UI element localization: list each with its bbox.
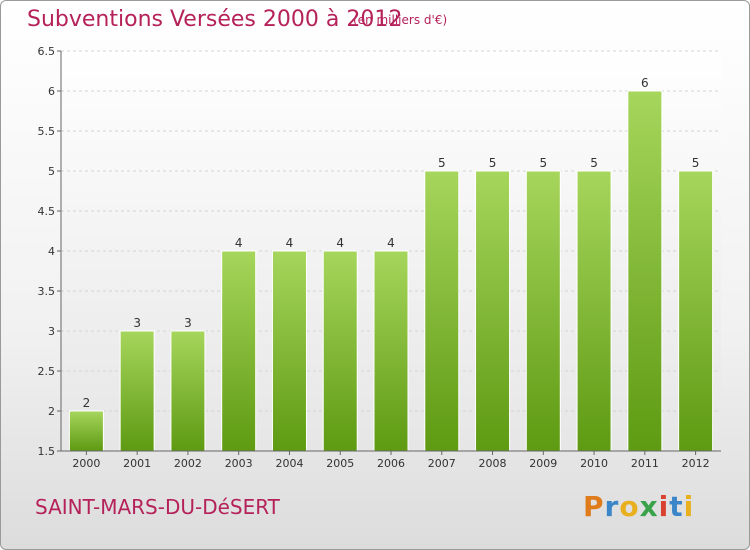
bar-2008 [475, 170, 511, 452]
x-tick-label-2012: 2012 [682, 457, 710, 470]
x-tick-label-2008: 2008 [479, 457, 507, 470]
y-tick-label: 5 [48, 165, 55, 178]
data-label-2008: 5 [489, 156, 497, 170]
y-axis-labels: 1.5 2 2.5 3 3.5 4 4.5 5 5.5 6 6.5 [38, 45, 61, 458]
bar-2012 [678, 170, 714, 452]
bar-2010 [576, 170, 612, 452]
x-tick-label-2009: 2009 [529, 457, 557, 470]
chart-unit: (en milliers d'€) [353, 13, 448, 27]
x-tick-label-2007: 2007 [428, 457, 456, 470]
x-tick-label-2010: 2010 [580, 457, 608, 470]
data-label-2006: 4 [387, 236, 395, 250]
logo-letter: t [669, 490, 684, 523]
data-label-2003: 4 [235, 236, 243, 250]
bar-2000 [68, 410, 104, 452]
data-label-2004: 4 [286, 236, 294, 250]
data-label-2012: 5 [692, 156, 700, 170]
data-label-2005: 4 [336, 236, 344, 250]
logo-letter: i [683, 490, 695, 523]
bar-2002 [170, 330, 206, 452]
y-tick-label: 2.5 [38, 365, 56, 378]
logo-letter: x [639, 490, 659, 523]
y-tick-label: 3 [48, 325, 55, 338]
bar-2003 [221, 250, 257, 452]
x-tick-label-2002: 2002 [174, 457, 202, 470]
x-tick-label-2005: 2005 [326, 457, 354, 470]
proxiti-logo[interactable]: Proxiti [583, 490, 694, 523]
bar-2004 [271, 250, 307, 452]
y-tick-label: 6.5 [38, 45, 56, 58]
x-tick-label-2006: 2006 [377, 457, 405, 470]
y-tick-label: 1.5 [38, 445, 56, 458]
logo-letter: r [604, 490, 620, 523]
x-tick-label-2004: 2004 [275, 457, 303, 470]
logo-letter: i [658, 490, 670, 523]
bar-2007 [424, 170, 460, 452]
chart-title: Subventions Versées 2000 à 2012 [27, 7, 403, 32]
bar-2009 [525, 170, 561, 452]
x-tick-label-2011: 2011 [631, 457, 659, 470]
x-tick-label-2003: 2003 [225, 457, 253, 470]
x-tick-label-2001: 2001 [123, 457, 151, 470]
y-tick-label: 6 [48, 85, 55, 98]
data-label-2009: 5 [539, 156, 547, 170]
data-label-2001: 3 [133, 316, 141, 330]
y-tick-label: 5.5 [38, 125, 56, 138]
y-tick-label: 4 [48, 245, 55, 258]
data-label-2010: 5 [590, 156, 598, 170]
x-axis-labels: 2000 2001 2002 2003 2004 2005 2006 2007 2008 2009… [72, 451, 710, 470]
bar-2001 [119, 330, 155, 452]
logo-letter: P [583, 490, 605, 523]
data-label-2002: 3 [184, 316, 192, 330]
y-tick-label: 3.5 [38, 285, 56, 298]
data-label-2011: 6 [641, 76, 649, 90]
data-label-2007: 5 [438, 156, 446, 170]
x-tick-label-2000: 2000 [72, 457, 100, 470]
bars: 2 3 3 4 4 4 4 5 5 5 5 6 5 [68, 76, 714, 452]
data-label-2000: 2 [83, 396, 91, 410]
bar-2006 [373, 250, 409, 452]
commune-name: SAINT-MARS-DU-DéSERT [35, 495, 280, 519]
y-tick-label: 2 [48, 405, 55, 418]
logo-letter: o [619, 490, 640, 523]
bar-2011 [627, 90, 663, 452]
bar-2005 [322, 250, 358, 452]
y-tick-label: 4.5 [38, 205, 56, 218]
